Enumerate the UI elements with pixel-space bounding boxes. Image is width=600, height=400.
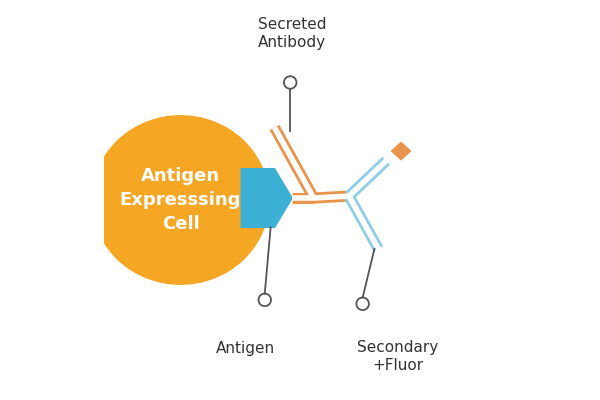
Text: Antigen: Antigen (215, 341, 275, 356)
Polygon shape (241, 169, 292, 228)
Ellipse shape (92, 116, 269, 284)
Text: Secreted
Antibody: Secreted Antibody (258, 17, 326, 50)
Text: Secondary
+Fluor: Secondary +Fluor (357, 340, 439, 374)
Text: Antigen
Expresssing
Cell: Antigen Expresssing Cell (120, 167, 241, 232)
Polygon shape (392, 142, 410, 160)
